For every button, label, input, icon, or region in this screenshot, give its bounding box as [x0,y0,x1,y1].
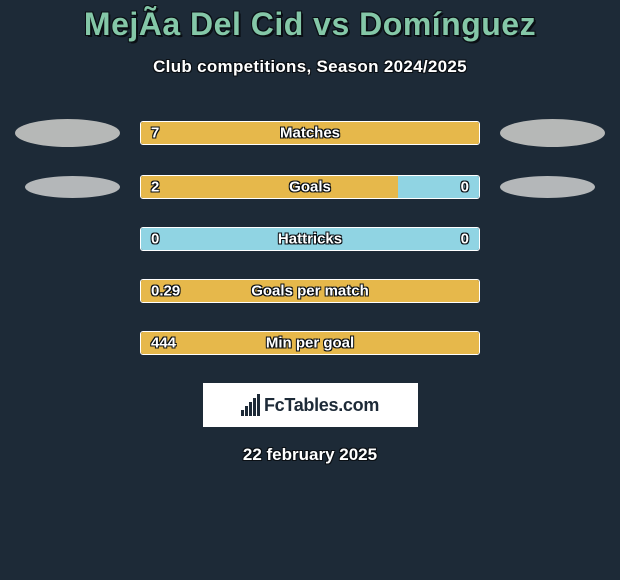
stat-bar: 0.29 Goals per match [140,279,480,303]
stat-row: 2 Goals 0 [0,175,620,199]
player2-marker [500,119,605,147]
value-player1: 0.29 [151,283,180,300]
stat-row: 0.29 Goals per match [0,279,620,303]
stat-bar: 2 Goals 0 [140,175,480,199]
stat-row: 444 Min per goal [0,331,620,355]
value-player1: 2 [151,179,159,196]
value-player1: 0 [151,231,159,248]
stat-bar: 7 Matches [140,121,480,145]
value-player1: 444 [151,335,176,352]
player1-marker [25,176,120,198]
stat-bar: 444 Min per goal [140,331,480,355]
bar-player1 [141,176,398,198]
player1-marker [15,119,120,147]
stat-row: 7 Matches [0,119,620,147]
logo-box: FcTables.com [203,383,418,427]
stat-row: 0 Hattricks 0 [0,227,620,251]
bars-icon [241,394,260,416]
stat-label: Min per goal [266,335,354,352]
stat-label: Goals [289,179,331,196]
value-player1: 7 [151,125,159,142]
player2-marker [500,176,595,198]
stats-chart: 7 Matches 2 Goals 0 0 Hattricks 0 0.29 Goals per … [0,119,620,355]
stat-label: Goals per match [251,283,369,300]
subtitle: Club competitions, Season 2024/2025 [0,57,620,77]
date: 22 february 2025 [0,445,620,465]
stat-bar: 0 Hattricks 0 [140,227,480,251]
value-player2: 0 [461,179,469,196]
value-player2: 0 [461,231,469,248]
logo-text: FcTables.com [264,395,379,416]
stat-label: Matches [280,125,340,142]
stat-label: Hattricks [278,231,342,248]
page-title: MejÃ­a Del Cid vs Domínguez [0,6,620,43]
